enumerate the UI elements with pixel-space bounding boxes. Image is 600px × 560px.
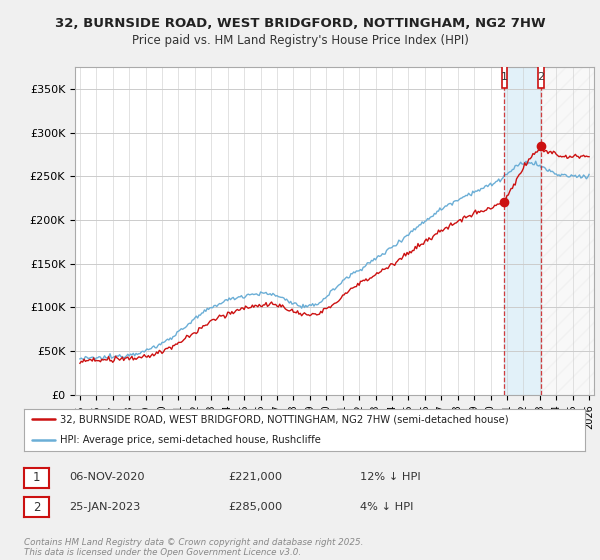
Text: 1: 1 [33, 471, 40, 484]
Text: Contains HM Land Registry data © Crown copyright and database right 2025.
This d: Contains HM Land Registry data © Crown c… [24, 538, 364, 557]
Text: 25-JAN-2023: 25-JAN-2023 [69, 502, 140, 512]
FancyBboxPatch shape [538, 67, 544, 88]
Text: 2: 2 [33, 501, 40, 514]
Text: £221,000: £221,000 [228, 472, 282, 482]
Text: £285,000: £285,000 [228, 502, 282, 512]
Text: 4% ↓ HPI: 4% ↓ HPI [360, 502, 413, 512]
Text: HPI: Average price, semi-detached house, Rushcliffe: HPI: Average price, semi-detached house,… [61, 435, 322, 445]
Text: 32, BURNSIDE ROAD, WEST BRIDGFORD, NOTTINGHAM, NG2 7HW (semi-detached house): 32, BURNSIDE ROAD, WEST BRIDGFORD, NOTTI… [61, 414, 509, 424]
Text: 12% ↓ HPI: 12% ↓ HPI [360, 472, 421, 482]
Text: Price paid vs. HM Land Registry's House Price Index (HPI): Price paid vs. HM Land Registry's House … [131, 34, 469, 46]
Text: 2: 2 [538, 72, 545, 82]
Bar [541, 67, 597, 395]
Text: 06-NOV-2020: 06-NOV-2020 [69, 472, 145, 482]
FancyBboxPatch shape [502, 67, 508, 88]
Bar [505, 67, 541, 395]
Text: 32, BURNSIDE ROAD, WEST BRIDGFORD, NOTTINGHAM, NG2 7HW: 32, BURNSIDE ROAD, WEST BRIDGFORD, NOTTI… [55, 17, 545, 30]
Text: 1: 1 [501, 72, 508, 82]
